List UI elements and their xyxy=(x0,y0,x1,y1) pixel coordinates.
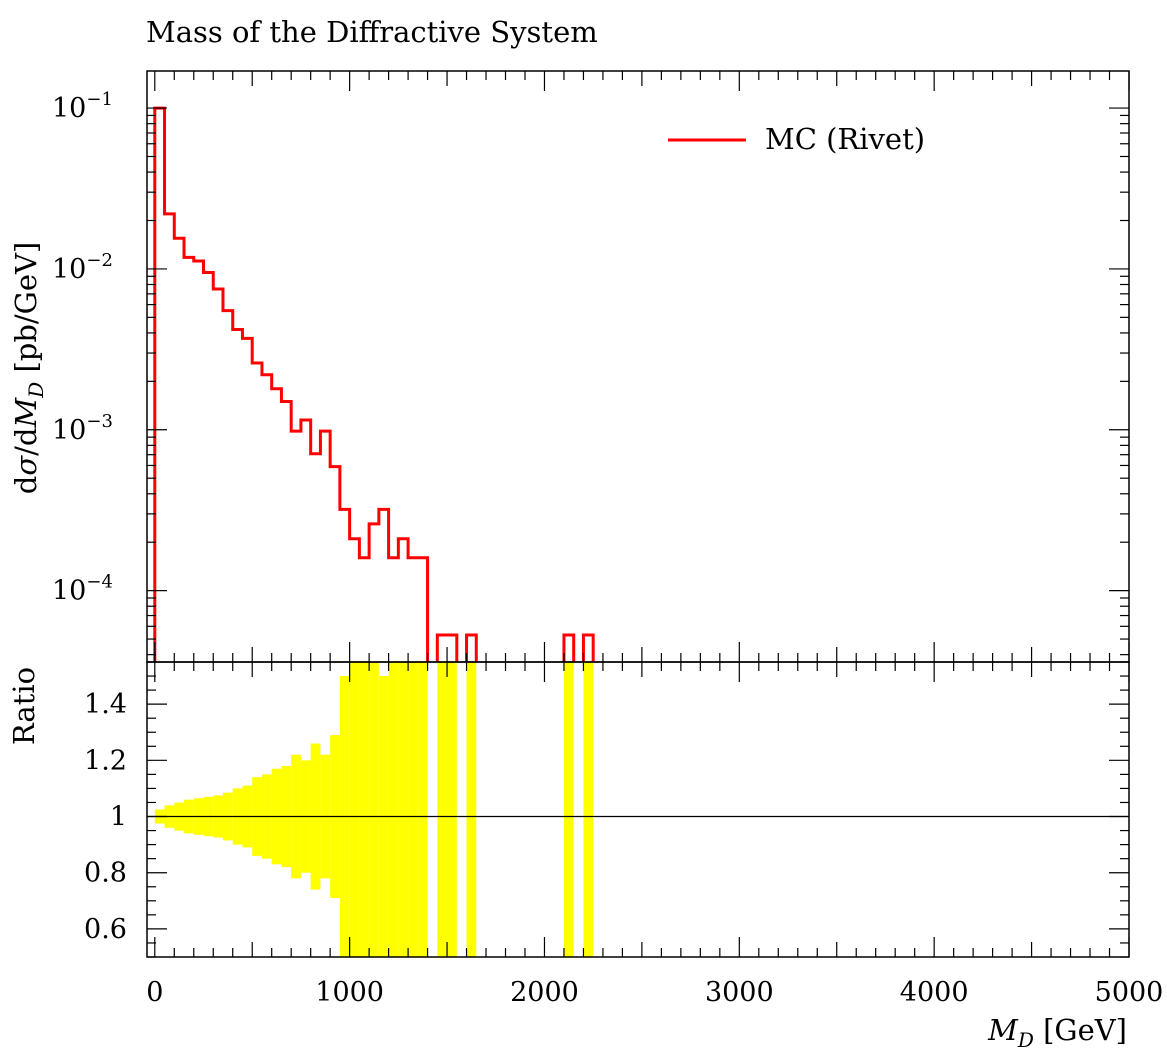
mc-rivet-line xyxy=(562,633,576,662)
legend: MC (Rivet) xyxy=(668,122,925,156)
chart-title: Mass of the Diffractive System xyxy=(146,15,598,49)
ratio-band-bin xyxy=(437,662,448,957)
ratio-band-bin xyxy=(466,662,477,957)
x-tick-label: 5000 xyxy=(1095,977,1164,1008)
axis-tick-labels: 0 1000 2000 3000 4000 5000 10−1 10−2 10−3 10−4 1.4… xyxy=(52,89,1163,1008)
y-tick-label: 10−1 xyxy=(52,89,113,124)
ratio-tick-label: 1.4 xyxy=(84,689,127,720)
ratio-tick-label: 1 xyxy=(110,802,127,833)
ratio-band-bin xyxy=(563,662,574,957)
y-tick-label: 10−4 xyxy=(52,572,113,607)
legend-label: MC (Rivet) xyxy=(765,122,925,156)
ratio-tick-label: 0.8 xyxy=(84,858,127,889)
ratio-panel-frame xyxy=(146,661,1130,958)
ratio-error-band xyxy=(154,662,594,957)
main-y-axis-label: dσ/dMD [pb/GeV] xyxy=(9,242,48,494)
x-tick-label: 4000 xyxy=(900,977,969,1008)
mc-rivet-line xyxy=(581,633,595,662)
ratio-band-bin xyxy=(447,662,457,957)
x-tick-label: 0 xyxy=(146,977,163,1008)
ratio-tick-label: 0.6 xyxy=(84,914,127,945)
ratio-band-bin xyxy=(408,662,418,957)
mc-rivet-line xyxy=(153,106,430,662)
x-axis-label: MD [GeV] xyxy=(987,1013,1127,1052)
x-tick-label: 3000 xyxy=(705,977,774,1008)
mc-rivet-line xyxy=(435,633,459,662)
ratio-band-bin xyxy=(398,662,409,957)
mc-rivet-histogram xyxy=(153,106,595,662)
ratio-band-bin xyxy=(359,662,370,957)
x-tick-label: 1000 xyxy=(315,977,384,1008)
main-panel-frame xyxy=(146,70,1130,663)
y-tick-label: 10−3 xyxy=(52,411,113,446)
x-tick-label: 2000 xyxy=(510,977,579,1008)
axis-ticks xyxy=(147,71,1130,958)
ratio-tick-label: 1.2 xyxy=(84,745,127,776)
mc-rivet-line xyxy=(465,633,478,662)
ratio-band-bin xyxy=(417,662,428,957)
ratio-band-bin xyxy=(369,662,379,957)
ratio-band-bin xyxy=(388,662,399,957)
ratio-y-axis-label: Ratio xyxy=(7,667,41,745)
ratio-band-bin xyxy=(349,662,360,957)
ratio-band-bin xyxy=(583,662,594,957)
y-tick-label: 10−2 xyxy=(52,250,113,285)
